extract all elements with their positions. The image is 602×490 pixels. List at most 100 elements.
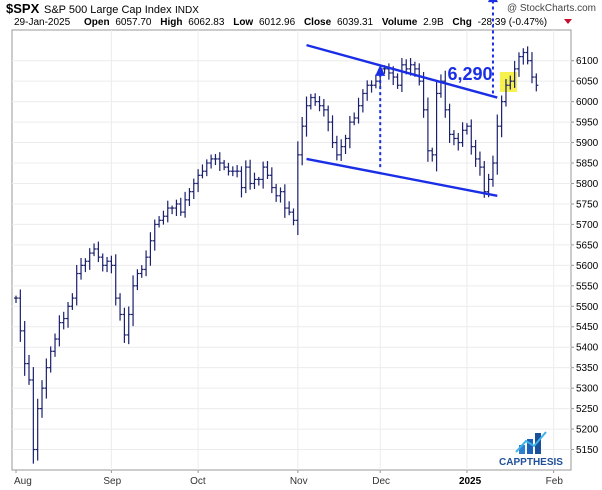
ohlc-bar [300,116,305,166]
logo-text: CAPPTHESIS [499,457,563,468]
ohlc-bar [196,169,201,193]
index-name: S&P 500 Large Cap Index [44,4,172,16]
ohlc-bar [360,89,365,113]
ohlc-bar [516,52,521,77]
y-tick-label: 5900 [576,138,599,149]
ohlc-bar [66,301,71,328]
ohlc-bar [230,166,235,177]
ohlc-bar [473,139,478,167]
ohlc-bar [477,151,482,176]
logo-bar-2 [527,439,533,454]
ohlc-bar [252,172,257,190]
chg-value: -28.39 (-0.47%) [478,17,547,28]
ohlc-bar [22,321,27,376]
ohlc-bar [152,219,157,251]
ohlc-bar [48,346,53,373]
ohlc-bar [512,60,517,88]
ohlc-bar [352,112,357,126]
y-tick-label: 5400 [576,343,599,354]
ohlc-bar [165,200,170,223]
ohlc-bar [421,71,426,118]
ohlc-bar [521,48,526,65]
ohlc-bar [18,289,23,342]
x-axis: Aug Sep Oct Nov Dec 2025 Feb [14,470,563,487]
low-label: Low [233,17,253,28]
y-axis: 5150 5200 5250 5300 5350 5400 5450 5500 5550 5600… [571,56,599,456]
low-value: 6012.96 [259,17,296,28]
ohlc-bar [534,73,539,92]
logo-trend-line [515,431,547,453]
measured-move-pattern [375,64,386,168]
ohlc-bar [490,155,495,187]
ohlc-bar [239,166,244,198]
ohlc-bar [213,154,218,166]
ohlc-bar [395,73,400,89]
capp-thesis-logo: CAPPTHESIS [499,431,563,468]
y-tick-label: 5200 [576,425,599,436]
ohlc-bar [248,159,253,190]
close-value: 6039.31 [337,17,374,28]
ohlc-bar [105,256,110,273]
y-tick-label: 5350 [576,363,599,374]
ohlc-bar [295,141,300,236]
chg-label: Chg [452,17,471,28]
high-value: 6062.83 [188,17,225,28]
breakout-highlight [499,71,517,92]
ohlc-bar [274,183,279,202]
ohlc-bar [235,165,240,178]
ohlc-bar [44,358,49,399]
x-tick-label: Sep [103,476,121,487]
ohlc-bar [469,119,474,155]
ohlc-bar [269,167,274,194]
ohlc-bar [40,380,45,418]
ohlc-bar [100,253,105,272]
upper-trendline [306,43,498,99]
price-bars [14,46,539,464]
y-tick-label: 5850 [576,159,599,170]
lower-trendline [306,157,498,197]
arrow-up-icon [375,64,386,76]
ohlc-bar [499,95,504,138]
ohlc-bar [109,255,114,274]
ohlc-bar [369,80,374,93]
ohlc-bar [399,58,404,93]
volume-label: Volume [382,17,418,28]
ohlc-bar [330,115,335,149]
ohlc-bar [529,52,534,84]
plot-frame [11,29,572,471]
x-tick-label: Oct [190,476,206,487]
ohlc-bar [347,115,352,149]
ohlc-bar [278,187,283,203]
high-label: High [160,17,182,28]
ohlc-bar [79,257,84,280]
target-label: 6,290 [447,64,492,84]
ohlc-bar [339,139,344,161]
ohlc-bar [256,176,261,186]
ohlc-bar [161,210,166,225]
ohlc-bar [434,80,439,172]
ohlc-bar [417,63,422,86]
ohlc-bar [14,295,18,304]
y-tick-label: 5500 [576,302,599,313]
ohlc-bar [308,93,313,110]
ohlc-bar [287,201,292,216]
y-tick-label: 5150 [576,445,599,456]
ohlc-bar [200,164,205,179]
ohlc-bar [508,75,513,90]
ohlc-bar [135,269,140,291]
down-arrow-icon [564,19,572,24]
ohlc-bar [525,46,530,65]
ohlc-bar [191,178,196,200]
close-label: Close [304,17,332,28]
ohlc-bar [304,96,309,137]
measured-moves [375,0,498,168]
ohlc-bar [157,216,162,228]
y-tick-label: 5550 [576,281,599,292]
y-tick-label: 6100 [576,56,599,67]
measured-move-target [487,0,498,94]
ohlc-bar [430,147,435,162]
ohlc-bar [174,199,179,217]
ohlc-bar [87,248,92,270]
ohlc-bar [456,132,461,151]
